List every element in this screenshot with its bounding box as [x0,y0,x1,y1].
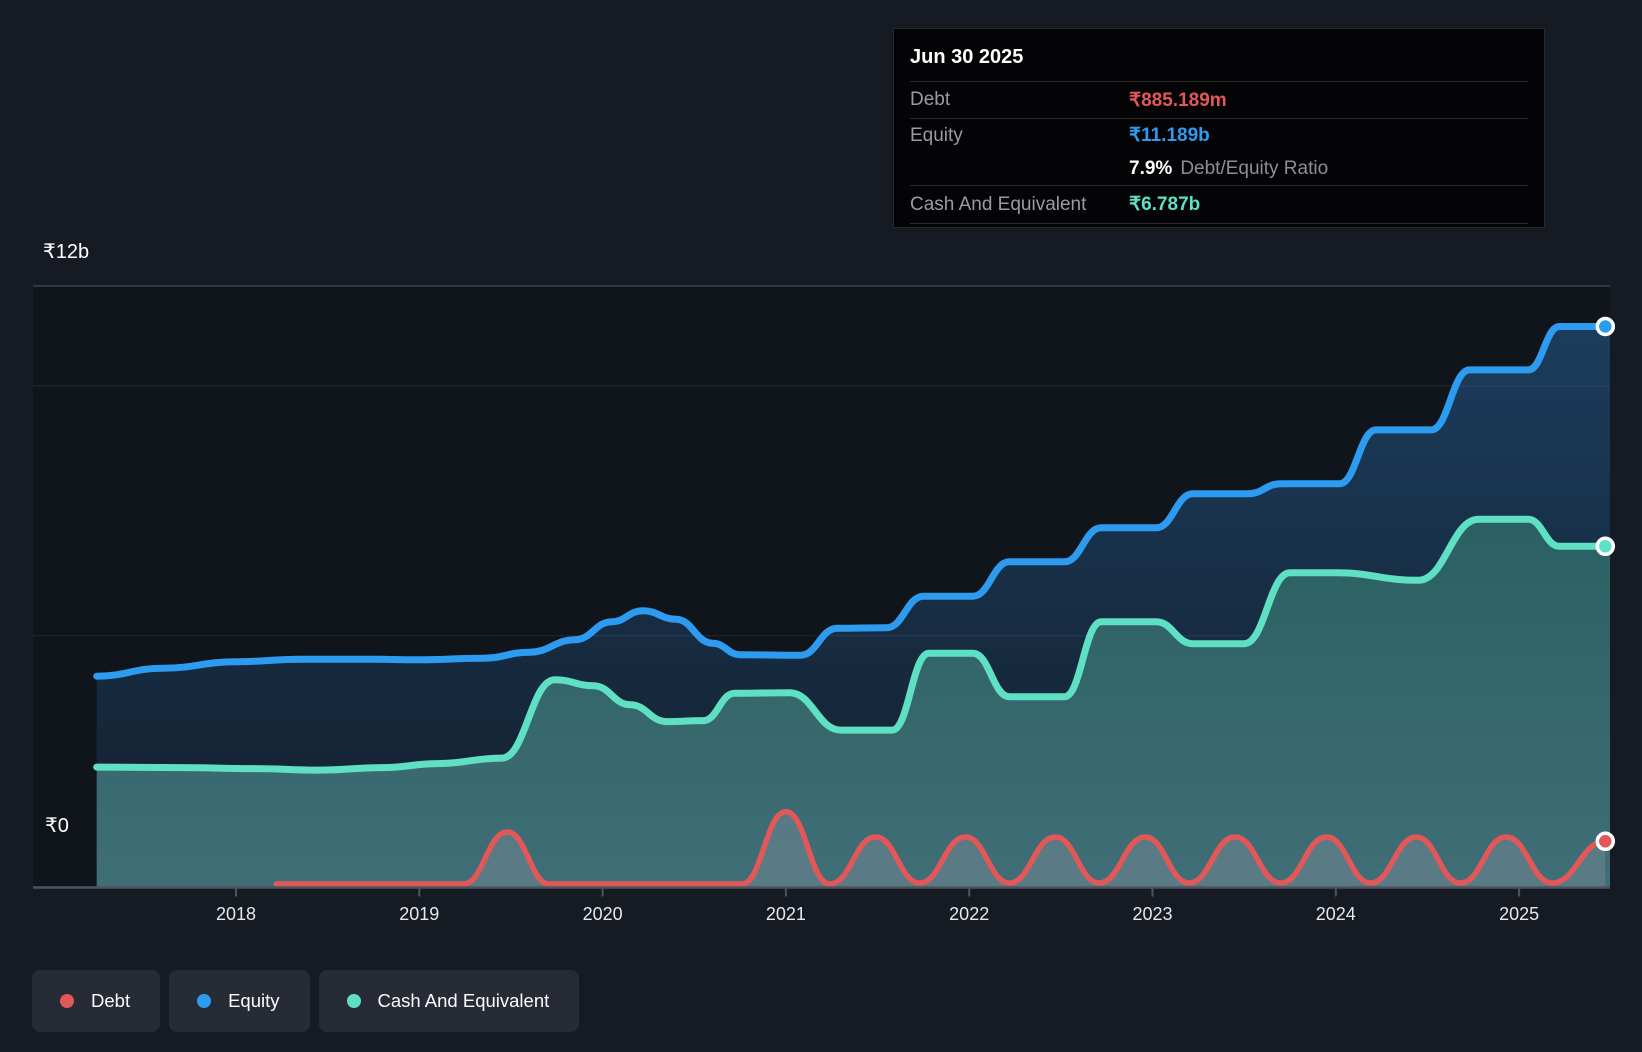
x-label-2024: 2024 [1316,904,1356,924]
chart-tooltip: Jun 30 2025 Debt ₹885.189m Equity ₹11.18… [893,28,1545,228]
equity-endpoint-marker [1595,316,1616,337]
tooltip-equity-label: Equity [910,124,963,146]
debt-line [273,808,1609,887]
tooltip-ratio-label: Debt/Equity Ratio [1180,157,1329,179]
debt-dot-icon [60,994,74,1008]
debt-endpoint-marker [1595,831,1616,852]
tooltip-ratio-row: 7.9% Debt/Equity Ratio [910,152,1528,186]
tooltip-date: Jun 30 2025 [910,29,1528,82]
legend-item-equity[interactable]: Equity [169,970,310,1032]
legend-item-cash[interactable]: Cash And Equivalent [318,970,580,1032]
equity-line [93,323,1609,680]
x-label-2022: 2022 [949,904,989,924]
tooltip-cash-row: Cash And Equivalent ₹6.787b [910,186,1528,224]
x-label-2018: 2018 [216,904,256,924]
tooltip-debt-label: Debt [910,89,951,110]
legend-label-debt: Debt [91,990,131,1011]
cash-line [93,515,1609,774]
legend-label-equity: Equity [228,990,280,1011]
y-label-12b: ₹12b [43,241,89,263]
cash-and-equivalent-endpoint-marker [1595,536,1616,557]
chart-legend: Debt Equity Cash And Equivalent [32,970,580,1032]
tooltip-equity-row: Equity ₹11.189b [910,119,1528,152]
tooltip-equity-value: ₹11.189b [1129,125,1210,146]
x-label-2020: 2020 [583,904,623,924]
equity-dot-icon [197,994,212,1008]
tooltip-ratio-value: 7.9% [1129,157,1173,179]
x-label-2023: 2023 [1132,904,1172,924]
cash-dot-icon [346,994,361,1008]
tooltip-debt-row: Debt ₹885.189m [910,82,1528,119]
x-label-2021: 2021 [766,904,806,924]
cash-area [96,519,1611,887]
legend-label-cash: Cash And Equivalent [377,990,550,1011]
x-label-2025: 2025 [1499,904,1539,924]
x-label-2019: 2019 [399,904,439,924]
tooltip-cash-label: Cash And Equivalent [910,193,1087,215]
y-label-0: ₹0 [45,815,69,837]
tooltip-cash-value: ₹6.787b [1129,194,1201,215]
tooltip-debt-value: ₹885.189m [1129,89,1227,111]
legend-item-debt[interactable]: Debt [32,970,161,1032]
